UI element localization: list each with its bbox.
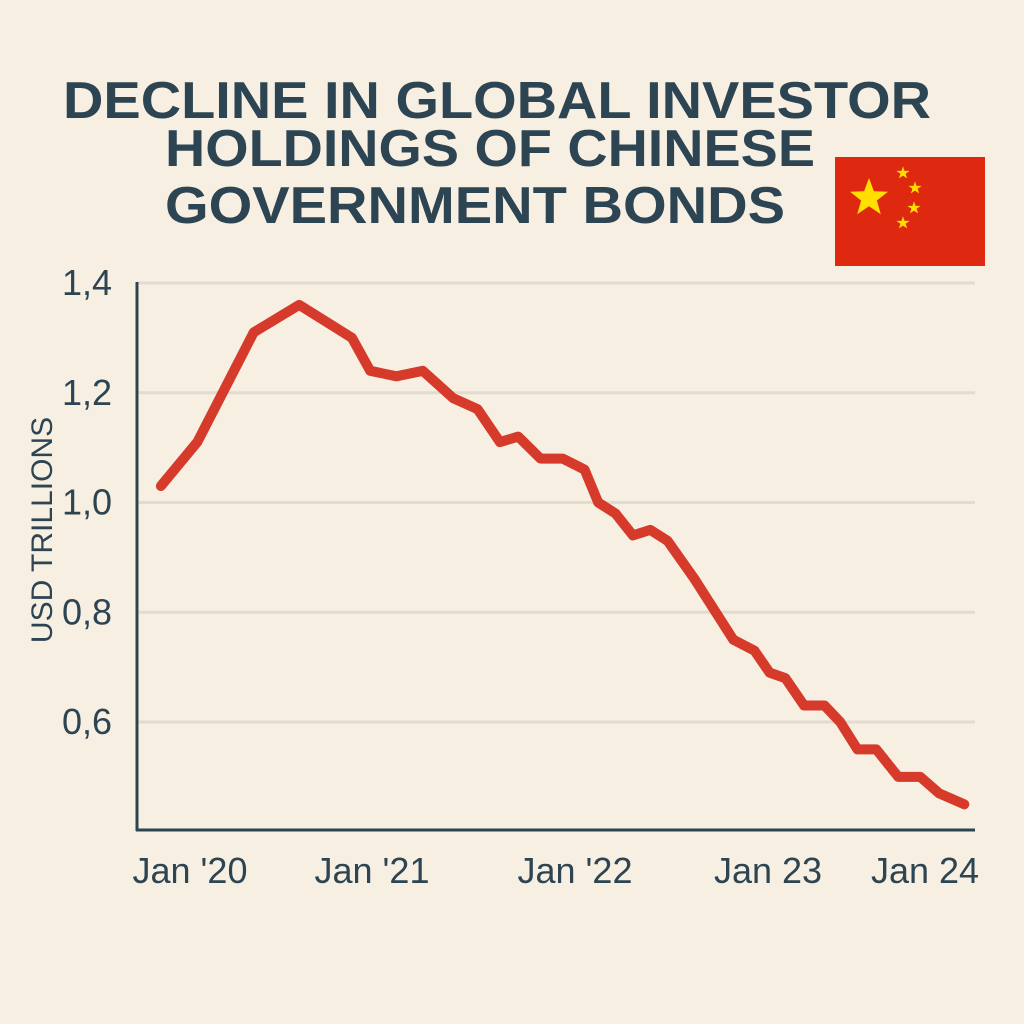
y-axis-label: USD TRILLIONS — [26, 417, 59, 643]
chart-title-line-2: HOLDINGS OF CHINESE — [165, 120, 815, 178]
y-tick-label: 1,4 — [62, 262, 112, 303]
x-tick-labels: Jan '20 Jan '21 Jan '22 Jan 23 Jan 24 — [133, 850, 980, 891]
x-tick-label: Jan '20 — [133, 850, 248, 891]
flag-small-star-icon — [907, 201, 921, 214]
y-tick-label: 0,8 — [62, 591, 112, 632]
x-tick-label: Jan '21 — [315, 850, 430, 891]
y-tick-label: 1,0 — [62, 482, 112, 523]
y-tick-labels: 1,4 1,2 1,0 0,8 0,6 — [62, 262, 112, 742]
x-tick-label: Jan 24 — [871, 850, 979, 891]
china-flag — [835, 157, 985, 266]
y-tick-label: 1,2 — [62, 372, 112, 413]
x-tick-label: Jan '22 — [518, 850, 633, 891]
chart-title-line-3: GOVERNMENT BONDS — [165, 177, 785, 235]
x-tick-label: Jan 23 — [714, 850, 822, 891]
chart-title-line-1: DECLINE IN GLOBAL INVESTOR — [63, 72, 931, 130]
flag-field — [835, 157, 985, 266]
flag-small-star-icon — [896, 166, 910, 179]
series-layer — [155, 299, 970, 810]
flag-small-star-icon — [896, 216, 910, 229]
y-tick-label: 0,6 — [62, 701, 112, 742]
series-line — [155, 299, 970, 810]
flag-small-star-icon — [908, 181, 922, 194]
flag-big-star-icon — [850, 178, 888, 215]
